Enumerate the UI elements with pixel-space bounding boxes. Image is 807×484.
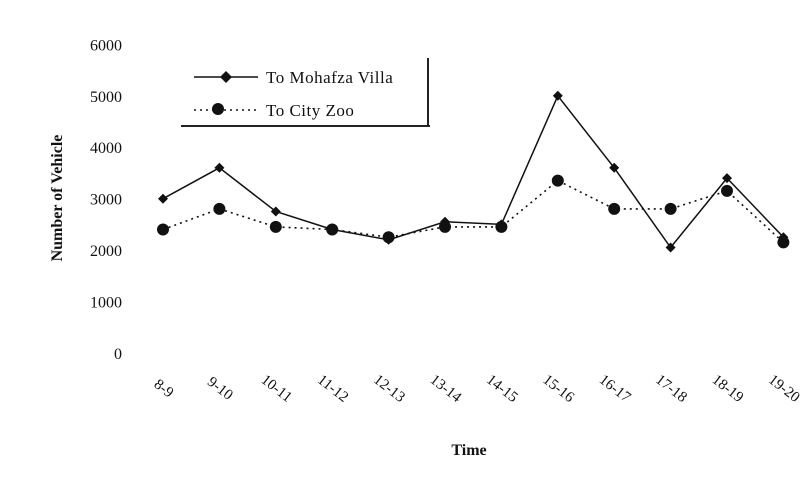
- x-tick-label: 11-12: [314, 372, 351, 406]
- series-1-point: [214, 162, 225, 173]
- legend-marker-series-1: [220, 71, 232, 83]
- x-tick-label: 17-18: [652, 372, 689, 406]
- x-axis-title: Time: [451, 442, 486, 459]
- x-tick-label: 12-13: [370, 372, 407, 406]
- series-2-point: [551, 174, 564, 187]
- x-tick-label: 16-17: [596, 372, 634, 406]
- y-tick-label: 5000: [90, 89, 122, 106]
- x-tick-label: 18-19: [709, 372, 746, 406]
- series-line-1: [162, 94, 784, 249]
- legend: To Mohafza Villa To City Zoo: [181, 58, 430, 127]
- series-1-point: [270, 206, 281, 217]
- series-2-point: [157, 223, 169, 236]
- y-tick-label: 0: [114, 346, 122, 363]
- series-1-point: [158, 193, 168, 204]
- series-2-point: [721, 184, 733, 197]
- x-tick-label: 10-11: [258, 372, 295, 406]
- legend-box: [181, 58, 430, 126]
- x-tick-label: 13-14: [427, 372, 465, 406]
- y-tick-label: 4000: [90, 140, 122, 157]
- series-layer: [157, 90, 790, 253]
- y-tick-label: 6000: [90, 37, 122, 54]
- y-tick-label: 1000: [90, 295, 122, 312]
- series-2-point: [326, 223, 339, 236]
- x-tick-label: 8-9: [151, 376, 177, 401]
- y-tick-label: 3000: [90, 192, 122, 209]
- series-1-point: [609, 162, 620, 173]
- series-2-point: [382, 231, 395, 244]
- y-axis-title: Number of Vehicle: [49, 135, 66, 262]
- legend-label-series-2: To City Zoo: [266, 101, 354, 120]
- x-tick-label: 19-20: [765, 372, 802, 406]
- series-2-point: [269, 220, 282, 233]
- series-2-point: [213, 202, 226, 215]
- legend-marker-series-2: [212, 103, 224, 115]
- series-2-point: [608, 202, 621, 215]
- series-1-point: [722, 173, 732, 184]
- series-1-point: [552, 90, 563, 101]
- series-2-point: [777, 236, 790, 249]
- legend-label-series-1: To Mohafza Villa: [266, 68, 393, 87]
- series-2-point: [439, 220, 451, 233]
- y-tick-label: 2000: [90, 243, 122, 260]
- series-2-point: [495, 220, 508, 233]
- x-tick-label: 15-16: [540, 372, 578, 406]
- series-2-point: [664, 202, 677, 215]
- x-tick-label: 9-10: [204, 374, 236, 404]
- x-tick-label: 14-15: [483, 372, 520, 406]
- series-1-point: [665, 242, 676, 253]
- series-line-2: [162, 179, 784, 243]
